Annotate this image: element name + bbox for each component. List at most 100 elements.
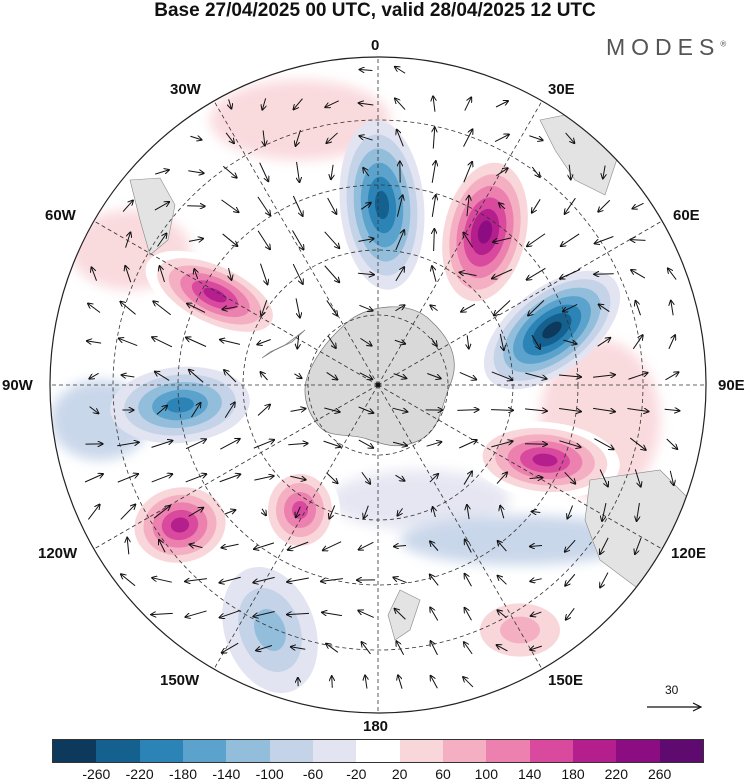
colorbar-tick-label: -180 xyxy=(168,766,198,782)
wind-vector-arrow xyxy=(396,195,402,217)
map-boundary xyxy=(49,56,707,714)
colorbar-tick-label: 220 xyxy=(604,766,629,782)
wind-vector-arrow xyxy=(362,642,371,655)
wind-vector-arrow xyxy=(321,579,343,582)
wind-vector-arrow xyxy=(632,335,642,350)
meridian-line xyxy=(377,384,544,671)
colorbar-segment xyxy=(312,740,357,762)
wind-vector-arrow xyxy=(628,373,647,380)
wind-vector-arrow xyxy=(532,199,541,212)
colorbar-tick-label: -100 xyxy=(255,766,284,782)
wind-vector-arrow xyxy=(290,476,305,479)
wind-vector-arrow xyxy=(394,340,405,344)
wind-vector-arrow xyxy=(430,575,439,586)
wind-vector-arrow xyxy=(666,438,677,449)
wind-vector-arrow xyxy=(565,132,575,143)
wind-vector-arrow xyxy=(120,302,136,315)
wind-vector-arrow xyxy=(359,372,372,379)
wind-vector-arrow xyxy=(253,576,275,582)
wind-vector-arrow xyxy=(365,675,367,689)
wind-vector-arrow xyxy=(668,335,675,350)
wind-vector-arrow xyxy=(87,505,99,520)
wind-vector-arrow xyxy=(332,676,333,688)
wind-vector-arrow xyxy=(433,507,436,518)
wind-vector-arrow xyxy=(459,440,477,449)
wind-vector-arrow xyxy=(224,510,236,515)
wind-vector-arrow xyxy=(294,98,303,110)
wind-vector-arrow xyxy=(463,233,474,248)
wind-vector-arrow xyxy=(559,440,580,447)
anomaly-contour-fill xyxy=(532,453,558,467)
colorbar-segment xyxy=(659,740,703,762)
wind-vector-arrow xyxy=(257,230,270,249)
wind-vector-arrow xyxy=(185,610,207,617)
wind-vector-arrow xyxy=(492,269,513,278)
colorbar-tick-label: 260 xyxy=(647,766,672,782)
wind-vector-arrow xyxy=(185,579,207,582)
colorbar-segment xyxy=(269,740,313,762)
wind-vector-arrow xyxy=(457,410,478,411)
wind-vector-arrow xyxy=(565,539,576,552)
wind-vector-arrow xyxy=(89,372,99,378)
wind-vector-arrow xyxy=(500,506,504,519)
wind-vector-arrow xyxy=(219,576,241,582)
wind-vector-arrow xyxy=(187,304,206,313)
meridian-line xyxy=(212,384,379,671)
wind-vector-arrow xyxy=(463,162,472,183)
anomaly-contour-fill xyxy=(477,220,493,244)
anomaly-contour-fill xyxy=(374,190,390,220)
wind-vector-arrow xyxy=(327,197,337,214)
lon-label-0: 0 xyxy=(371,37,380,54)
wind-vector-arrow xyxy=(465,608,472,621)
wind-vector-arrow xyxy=(117,442,139,447)
wind-vector-arrow xyxy=(494,300,511,316)
wind-vector-arrow xyxy=(292,263,303,284)
wind-vector-arrow xyxy=(256,645,273,650)
wind-vector-arrow xyxy=(561,233,580,246)
wind-vector-arrow xyxy=(433,96,435,112)
wind-vector-arrow xyxy=(395,474,404,481)
lon-label-180: 180 xyxy=(363,718,389,735)
wind-vector-arrow xyxy=(323,440,341,447)
wind-vector-arrow xyxy=(598,199,611,212)
colorbar-segment xyxy=(182,740,227,762)
wind-vector-arrow xyxy=(594,274,614,275)
wind-vector-arrow xyxy=(188,239,203,242)
wind-vector-arrow xyxy=(593,407,615,411)
wind-vector-arrow xyxy=(220,439,239,450)
wind-vector-arrow xyxy=(288,541,309,550)
wind-vector-arrow xyxy=(459,371,476,379)
wind-vector-arrow xyxy=(290,409,306,412)
lon-label-120w: 120W xyxy=(38,545,78,562)
wind-vector-arrow xyxy=(463,677,474,688)
wind-vector-arrow xyxy=(670,470,673,485)
wind-vector-arrow xyxy=(431,161,436,183)
wind-vector-arrow xyxy=(467,196,469,217)
wind-vector-arrow xyxy=(262,508,266,516)
wind-vector-arrow xyxy=(393,577,407,584)
wind-vector-arrow xyxy=(84,474,103,483)
wind-vector-arrow xyxy=(358,239,373,242)
wind-vector-arrow xyxy=(160,266,165,283)
wind-vector-arrow xyxy=(630,240,646,241)
wind-vector-arrow xyxy=(122,200,133,212)
colorbar-segment xyxy=(529,740,573,762)
anomaly-contour-fill xyxy=(170,517,190,533)
wind-vector-arrow xyxy=(461,303,476,312)
colorbar-tick-label: 180 xyxy=(561,766,585,782)
wind-vector-arrow xyxy=(89,406,99,414)
wind-vector-arrow xyxy=(119,338,138,347)
wind-vector-arrow xyxy=(287,613,310,614)
wind-vector-arrow xyxy=(393,373,407,379)
colorbar-segment xyxy=(616,740,660,762)
wind-vector-arrow xyxy=(295,298,300,317)
wind-vector-arrow xyxy=(121,574,136,587)
wind-vector-arrow xyxy=(529,478,543,479)
wind-vector-arrow xyxy=(219,474,241,483)
wind-vector-arrow xyxy=(253,440,274,449)
lon-label-150w: 150W xyxy=(160,672,200,689)
lon-label-90e: 90E xyxy=(718,377,745,394)
anomaly-contour-fill xyxy=(292,501,308,519)
wind-vector-arrow xyxy=(189,370,204,383)
anomaly-contour-fill xyxy=(542,321,562,339)
